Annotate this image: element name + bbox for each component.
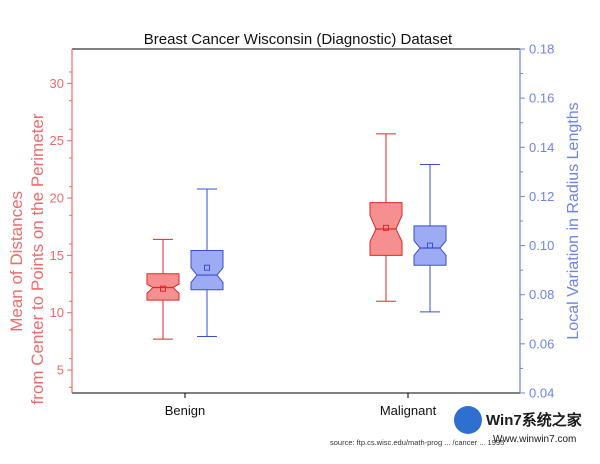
right-y-tick-label: 0.10 — [529, 238, 554, 253]
left-y-tick-label: 25 — [50, 133, 64, 148]
left-y-tick-label: 5 — [57, 363, 64, 378]
watermark-logo: Win7系统之家 Www.winwin7.com — [454, 406, 582, 445]
box-series — [146, 133, 447, 340]
watermark-logo-text: Win7系统之家 — [486, 411, 582, 429]
x-category-label: Malignant — [380, 403, 437, 418]
chart-title: Breast Cancer Wisconsin (Diagnostic) Dat… — [144, 31, 453, 48]
watermark-url-text: Www.winwin7.com — [493, 434, 576, 445]
watermark-logo-icon — [454, 406, 482, 434]
mean-marker — [383, 224, 389, 231]
left-series-box-1 — [369, 133, 403, 302]
right-y-tick-label: 0.06 — [529, 336, 554, 351]
left-y-tick-label: 10 — [50, 305, 64, 320]
right-y-tick-label: 0.12 — [529, 189, 554, 204]
x-category-label: Benign — [165, 403, 205, 418]
right-y-tick-label: 0.14 — [529, 140, 554, 155]
right-series-box-1 — [413, 163, 447, 313]
right-y-tick-label: 0.18 — [529, 42, 554, 57]
left-y-axis-title: Mean of Distances from Center to Points … — [7, 113, 47, 404]
right-y-tick-label: 0.08 — [529, 287, 554, 302]
mean-marker — [427, 242, 433, 249]
left-y-tick-label: 15 — [50, 248, 64, 263]
left-y-axis-title-line-1: Mean of Distances — [7, 191, 26, 332]
left-y-axis: 5 10 15 20 25 30 — [50, 49, 73, 393]
left-y-tick-label: 30 — [50, 76, 64, 91]
right-y-axis-title: Local Variation in Radius Lengths — [565, 102, 582, 339]
right-y-axis: 0.04 0.06 0.08 0.10 0.12 0.14 0.16 0.18 — [519, 42, 554, 401]
source-note: source: ftp.cs.wisc.edu/math-prog ... /c… — [330, 438, 504, 447]
left-y-axis-title-line-2: from Center to Points on the Perimeter — [28, 113, 47, 404]
notched-box — [413, 225, 447, 266]
right-y-tick-label: 0.16 — [529, 91, 554, 106]
right-series-box-0 — [190, 188, 224, 337]
x-axis-categories: Benign Malignant — [165, 393, 437, 418]
left-y-tick-label: 20 — [50, 191, 64, 206]
right-y-tick-label: 0.04 — [529, 386, 554, 401]
mean-marker — [204, 264, 210, 271]
plot-frame — [72, 48, 520, 394]
mean-marker — [160, 285, 166, 292]
left-series-box-0 — [146, 238, 180, 340]
